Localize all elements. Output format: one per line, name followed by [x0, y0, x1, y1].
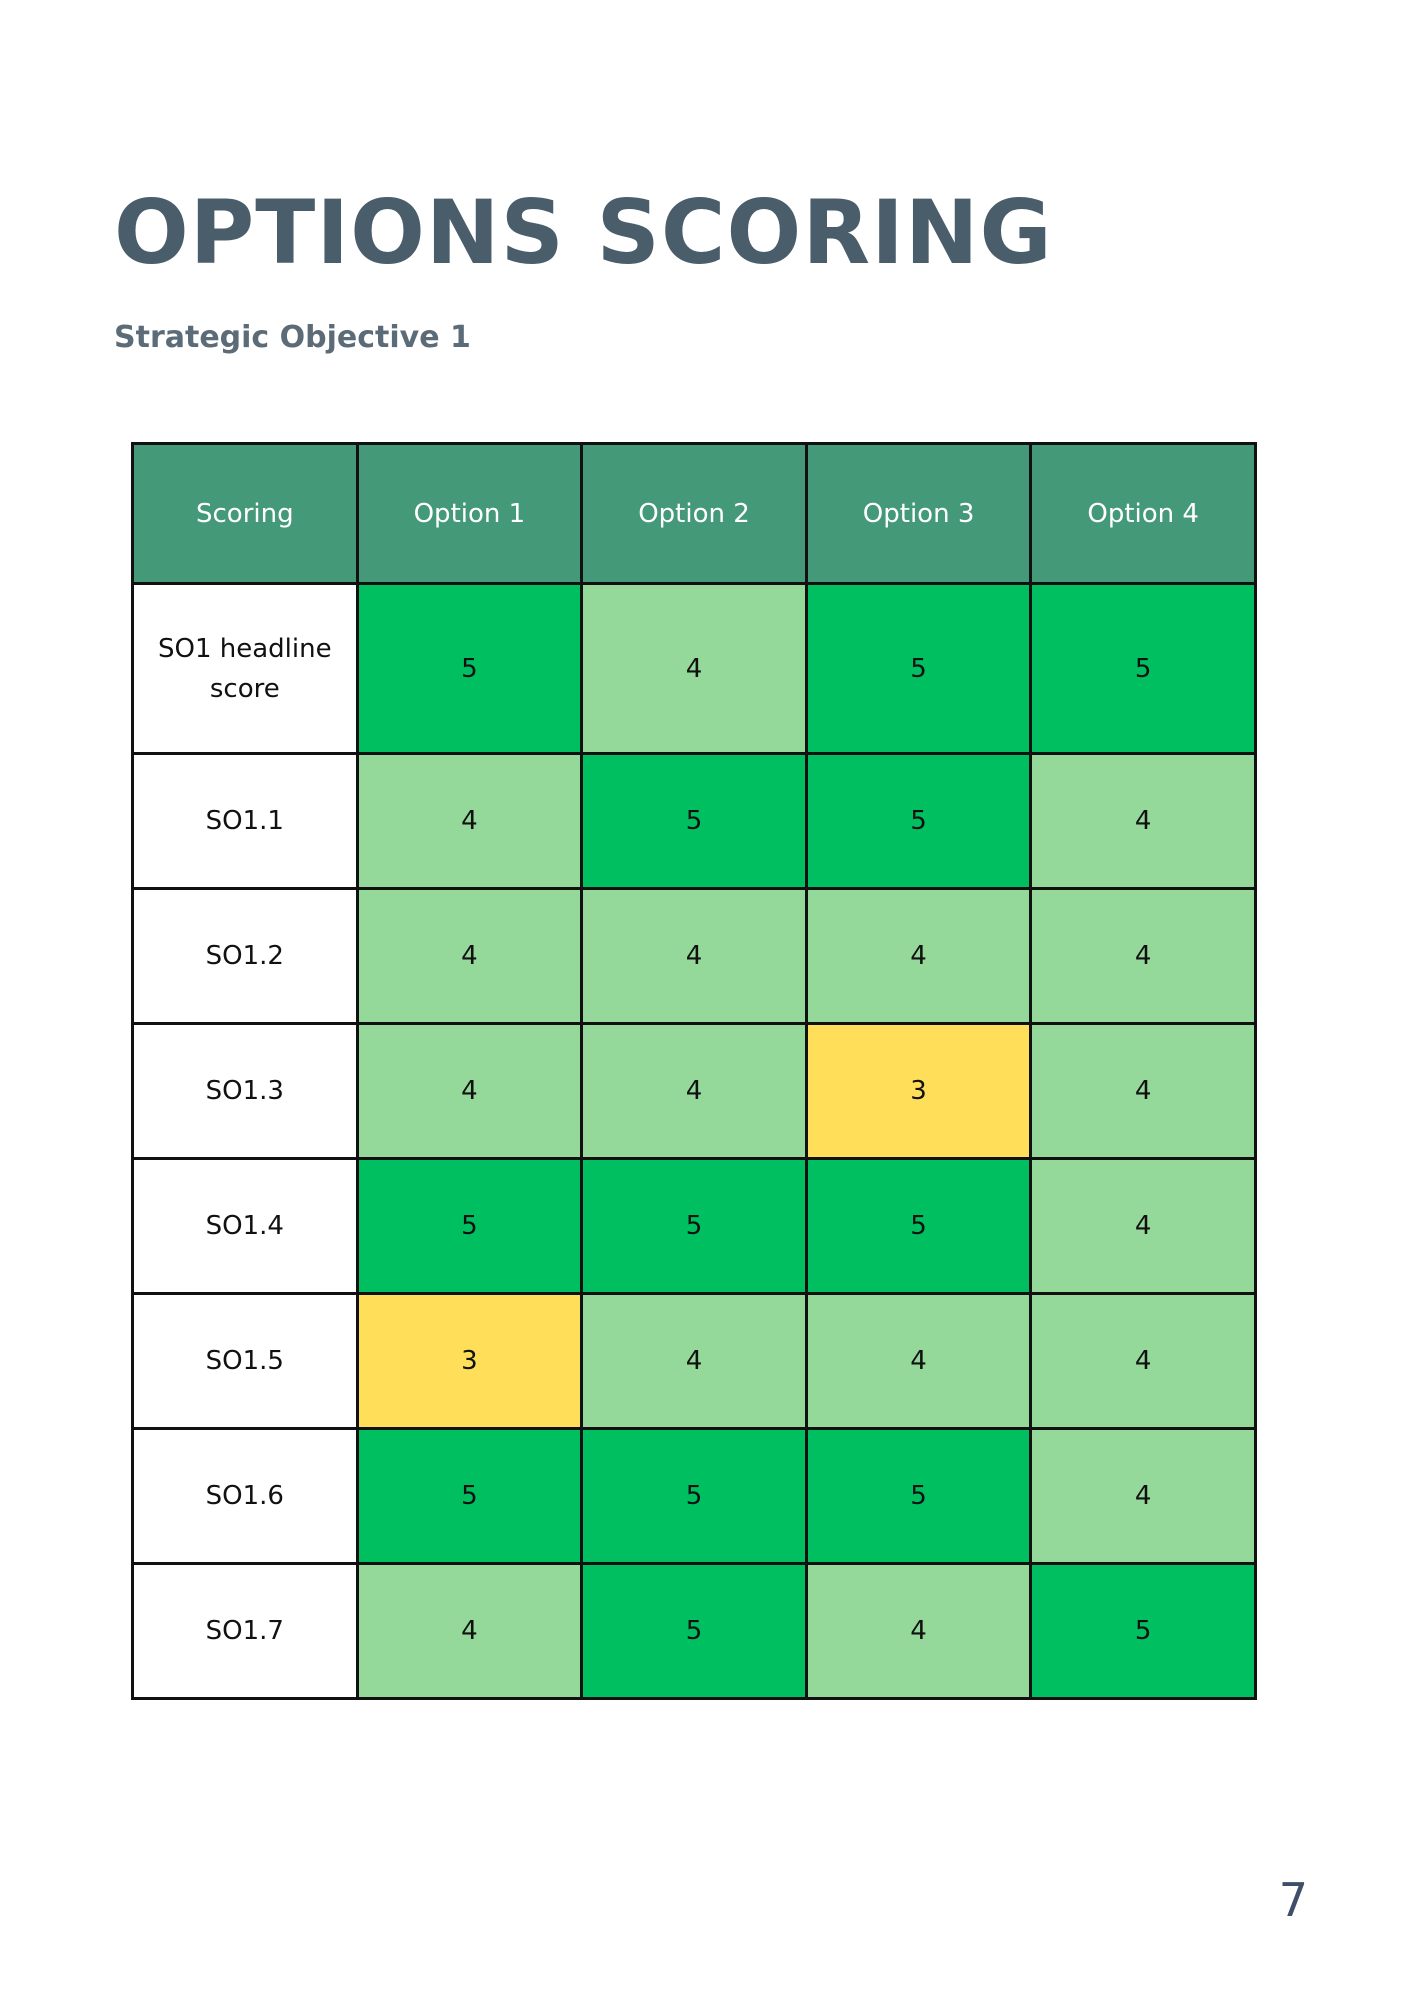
score-cell: 5: [804, 752, 1033, 890]
score-cell: 3: [804, 1022, 1033, 1160]
score-cell: 4: [1029, 1292, 1257, 1430]
row-label: SO1.5: [131, 1292, 359, 1430]
score-cell: 4: [1029, 1157, 1257, 1295]
score-cell: 5: [580, 752, 808, 890]
row-label: SO1.1: [131, 752, 359, 890]
score-cell: 4: [355, 752, 584, 890]
score-cell: 5: [1029, 1562, 1257, 1700]
score-cell: 4: [355, 1562, 584, 1700]
score-cell: 4: [804, 1562, 1033, 1700]
header-option-1: Option 1: [355, 442, 584, 585]
score-cell: 5: [580, 1562, 808, 1700]
table-row: SO1.1 4 5 5 4: [131, 752, 1257, 890]
score-cell: 4: [580, 1022, 808, 1160]
score-cell: 5: [1029, 582, 1257, 755]
page-title: OPTIONS SCORING: [114, 181, 1053, 284]
header-option-3: Option 3: [804, 442, 1033, 585]
score-cell: 5: [355, 582, 584, 755]
header-option-2: Option 2: [580, 442, 808, 585]
row-label: SO1.7: [131, 1562, 359, 1700]
score-cell: 4: [580, 1292, 808, 1430]
score-cell: 5: [804, 1157, 1033, 1295]
score-cell: 5: [804, 1427, 1033, 1565]
score-cell: 4: [580, 582, 808, 755]
row-label: SO1.6: [131, 1427, 359, 1565]
row-label: SO1.3: [131, 1022, 359, 1160]
score-cell: 4: [355, 887, 584, 1025]
header-scoring: Scoring: [131, 442, 359, 585]
score-cell: 4: [804, 887, 1033, 1025]
options-scoring-table: Scoring Option 1 Option 2 Option 3 Optio…: [131, 442, 1257, 1700]
score-cell: 4: [355, 1022, 584, 1160]
table-row: SO1.4 5 5 5 4: [131, 1157, 1257, 1295]
table-row: SO1.3 4 4 3 4: [131, 1022, 1257, 1160]
score-cell: 5: [355, 1427, 584, 1565]
table-row: SO1.6 5 5 5 4: [131, 1427, 1257, 1565]
table-row: SO1.5 3 4 4 4: [131, 1292, 1257, 1430]
table-row: SO1.7 4 5 4 5: [131, 1562, 1257, 1700]
score-cell: 4: [1029, 752, 1257, 890]
row-label: SO1 headline score: [131, 582, 359, 755]
table-row: SO1 headline score 5 4 5 5: [131, 582, 1257, 755]
row-label: SO1.2: [131, 887, 359, 1025]
score-cell: 4: [580, 887, 808, 1025]
row-label: SO1.4: [131, 1157, 359, 1295]
score-cell: 4: [1029, 1427, 1257, 1565]
score-cell: 5: [355, 1157, 584, 1295]
score-cell: 5: [580, 1157, 808, 1295]
score-cell: 5: [804, 582, 1033, 755]
score-cell: 4: [1029, 887, 1257, 1025]
table-header-row: Scoring Option 1 Option 2 Option 3 Optio…: [131, 442, 1257, 585]
page-subtitle: Strategic Objective 1: [114, 320, 471, 355]
score-cell: 4: [1029, 1022, 1257, 1160]
score-cell: 4: [804, 1292, 1033, 1430]
page-number: 7: [1278, 1873, 1308, 1927]
header-option-4: Option 4: [1029, 442, 1257, 585]
table-row: SO1.2 4 4 4 4: [131, 887, 1257, 1025]
score-cell: 5: [580, 1427, 808, 1565]
score-cell: 3: [355, 1292, 584, 1430]
